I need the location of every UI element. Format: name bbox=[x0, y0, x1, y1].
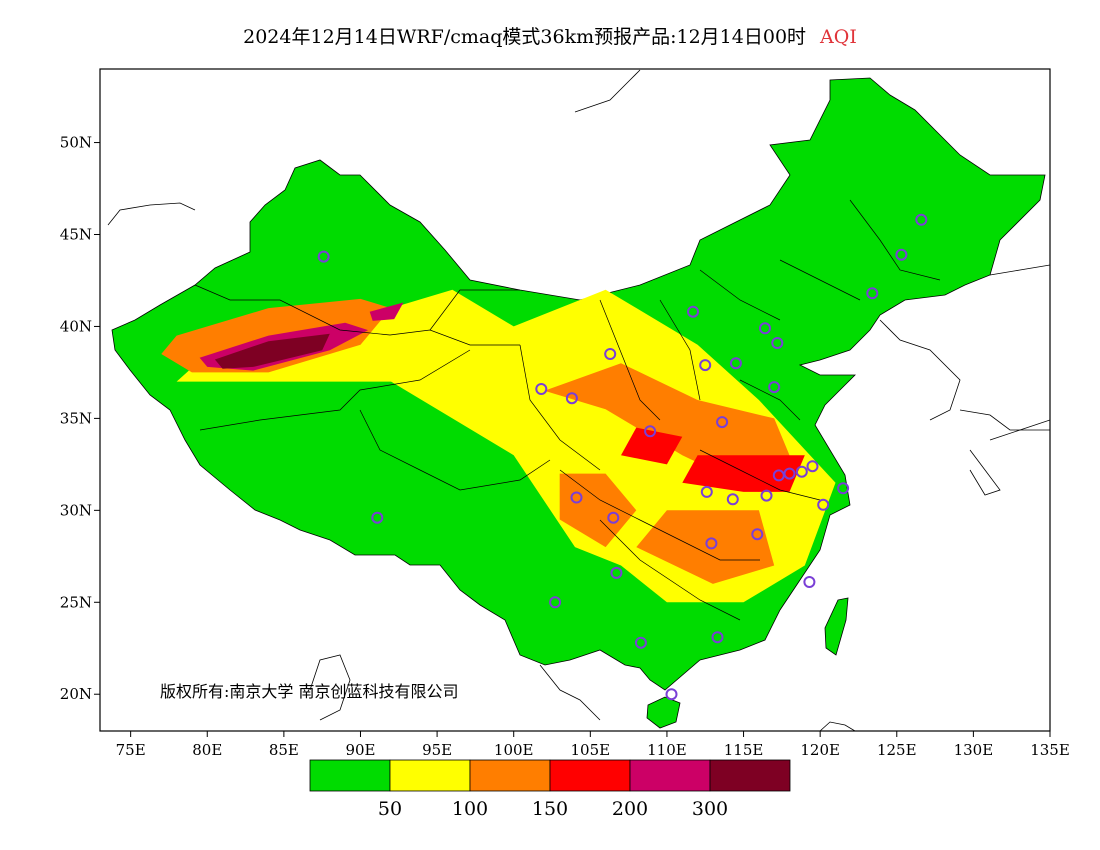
station-marker bbox=[866, 287, 879, 300]
station-marker bbox=[687, 305, 699, 318]
taiwan-island bbox=[824, 597, 849, 656]
aqi-area-9 bbox=[369, 302, 404, 321]
station-marker bbox=[549, 596, 562, 609]
station-marker bbox=[570, 491, 583, 504]
x-tick-label: 85E bbox=[269, 741, 299, 759]
legend-swatch bbox=[709, 759, 791, 792]
aqi-area-8 bbox=[214, 333, 330, 369]
page-title: 2024年12月14日WRF/cmaq模式36km预报产品:12月14日00时 A… bbox=[0, 22, 1100, 49]
station-marker bbox=[371, 511, 384, 524]
aqi-area-5 bbox=[682, 455, 805, 492]
station-marker bbox=[726, 493, 739, 506]
y-tick-label: 50N bbox=[60, 134, 92, 152]
title-main: 2024年12月14日WRF/cmaq模式36km预报产品:12月14日00时 bbox=[243, 26, 807, 48]
aqi-area-4 bbox=[636, 510, 775, 584]
y-tick-label: 45N bbox=[60, 226, 92, 244]
station-marker bbox=[760, 489, 773, 502]
station-marker bbox=[705, 537, 718, 550]
x-tick-label: 105E bbox=[571, 741, 611, 759]
hainan-island bbox=[646, 696, 681, 729]
aqi-level-areas bbox=[161, 289, 836, 603]
station-marker bbox=[729, 357, 742, 370]
legend-label: 100 bbox=[452, 798, 488, 820]
legend-swatch bbox=[389, 759, 471, 792]
station-marker bbox=[771, 337, 784, 349]
station-marker bbox=[700, 485, 713, 498]
station-marker bbox=[644, 425, 657, 438]
station-marker bbox=[610, 566, 623, 579]
legend-label: 150 bbox=[532, 798, 568, 820]
x-tick-label: 90E bbox=[345, 741, 375, 759]
x-tick-label: 80E bbox=[192, 741, 222, 759]
y-tick-label: 30N bbox=[60, 501, 92, 519]
legend-label: 300 bbox=[692, 798, 728, 820]
station-marker bbox=[699, 359, 712, 372]
y-tick-label: 40N bbox=[60, 317, 92, 335]
aqi-area-6 bbox=[621, 427, 683, 465]
station-markers bbox=[317, 213, 928, 701]
legend-swatch bbox=[549, 759, 631, 792]
station-marker bbox=[535, 383, 548, 395]
station-marker bbox=[711, 631, 724, 644]
x-tick-label: 75E bbox=[116, 741, 146, 759]
station-marker bbox=[759, 322, 771, 335]
x-tick-label: 95E bbox=[422, 741, 452, 759]
x-tick-label: 100E bbox=[494, 741, 534, 759]
station-marker bbox=[565, 392, 578, 405]
station-marker bbox=[634, 636, 647, 649]
station-marker bbox=[607, 511, 620, 524]
station-marker bbox=[837, 482, 850, 495]
legend-swatch bbox=[469, 759, 551, 792]
station-marker bbox=[915, 213, 928, 226]
y-tick-label: 20N bbox=[60, 685, 92, 703]
station-marker bbox=[895, 248, 908, 261]
x-tick-label: 110E bbox=[647, 741, 687, 759]
neighbor-coastlines bbox=[107, 69, 1050, 731]
station-marker bbox=[604, 348, 617, 360]
station-marker bbox=[783, 467, 796, 480]
x-tick-label: 130E bbox=[954, 741, 994, 759]
copyright-text: 版权所有:南京大学 南京创蓝科技有限公司 bbox=[160, 682, 458, 701]
station-marker bbox=[817, 498, 830, 511]
station-marker bbox=[317, 250, 330, 263]
aqi-area-3 bbox=[559, 473, 637, 548]
legend-swatch bbox=[629, 759, 711, 792]
y-tick-label: 25N bbox=[60, 593, 92, 611]
province-boundaries bbox=[194, 199, 941, 621]
x-tick-label: 135E bbox=[1030, 741, 1070, 759]
x-tick-label: 125E bbox=[877, 741, 917, 759]
station-marker bbox=[795, 465, 808, 478]
map-axes: 75E 80E 85E 90E 95E 100E 105E 110E 115E 120E 125E 1… bbox=[60, 134, 1070, 759]
x-tick-label: 115E bbox=[724, 741, 764, 759]
station-marker bbox=[806, 460, 819, 473]
station-marker bbox=[716, 416, 729, 429]
legend-swatch bbox=[309, 759, 391, 792]
legend-label: 200 bbox=[612, 798, 648, 820]
legend-label: 50 bbox=[378, 798, 402, 820]
station-marker bbox=[665, 688, 678, 701]
map-content bbox=[107, 69, 1050, 731]
aqi-legend: 50 100 150 200 300 bbox=[309, 759, 791, 820]
station-marker bbox=[803, 576, 816, 588]
station-marker bbox=[768, 381, 781, 394]
y-tick-label: 35N bbox=[60, 409, 92, 427]
station-marker bbox=[751, 528, 764, 541]
title-variable: AQI bbox=[820, 26, 857, 48]
x-tick-label: 120E bbox=[800, 741, 840, 759]
map-frame bbox=[99, 68, 1051, 732]
